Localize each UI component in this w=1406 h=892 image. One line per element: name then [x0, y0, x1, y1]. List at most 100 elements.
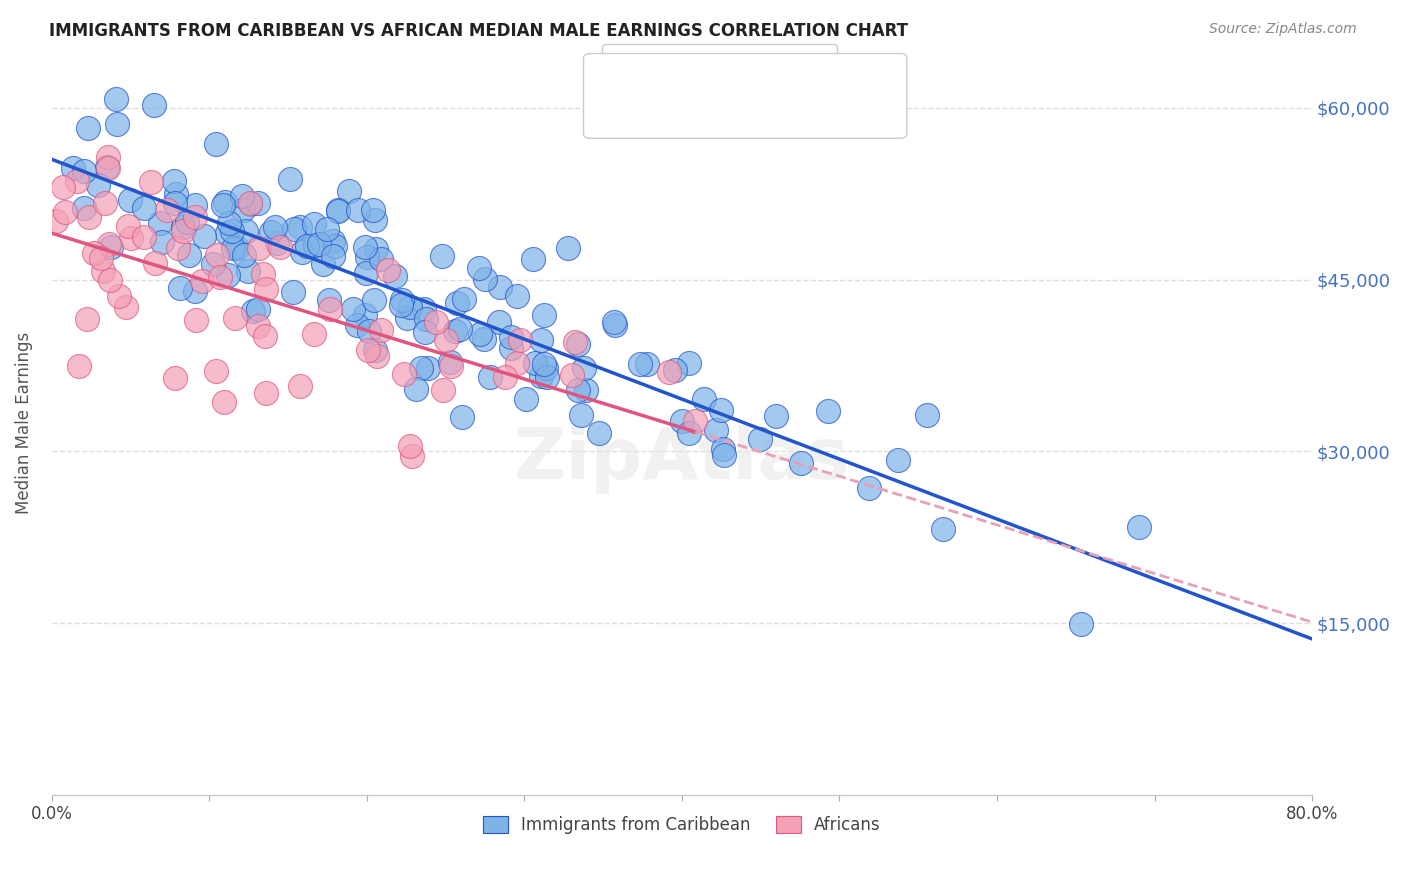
Point: [211, 198, 233, 212]
Point: [172, 224, 194, 238]
Point: [184, 284, 207, 298]
Point: [318, 293, 340, 307]
Point: [132, 201, 155, 215]
Point: [97, 150, 120, 164]
Point: [439, 355, 461, 369]
Point: [232, 202, 254, 217]
Point: [401, 449, 423, 463]
Point: [254, 282, 277, 296]
Point: [246, 196, 269, 211]
Point: [363, 293, 385, 308]
Point: [468, 326, 491, 341]
Point: [105, 117, 128, 131]
Point: [83, 246, 105, 260]
Point: [415, 325, 437, 339]
Point: [215, 226, 238, 240]
Point: [488, 315, 510, 329]
Point: [366, 349, 388, 363]
Point: [247, 241, 270, 255]
Point: [246, 318, 269, 333]
Point: [150, 235, 173, 249]
Point: [346, 318, 368, 332]
Point: [384, 268, 406, 283]
Point: [186, 313, 208, 327]
Point: [536, 370, 558, 384]
Point: [221, 224, 243, 238]
Point: [97, 161, 120, 175]
Point: [77, 210, 100, 224]
Text: Source: ZipAtlas.com: Source: ZipAtlas.com: [1209, 22, 1357, 37]
Point: [636, 358, 658, 372]
Point: [254, 386, 277, 401]
Point: [120, 193, 142, 207]
Point: [411, 360, 433, 375]
Point: [239, 196, 262, 211]
Point: [359, 324, 381, 338]
Point: [489, 280, 512, 294]
Point: [704, 423, 727, 437]
Point: [364, 343, 387, 358]
Point: [193, 229, 215, 244]
Point: [205, 136, 228, 151]
Point: [1128, 520, 1150, 534]
Point: [858, 481, 880, 495]
Point: [322, 249, 344, 263]
Point: [312, 257, 335, 271]
Point: [354, 239, 377, 253]
Point: [405, 382, 427, 396]
Point: [96, 160, 118, 174]
Point: [370, 323, 392, 337]
Point: [139, 175, 162, 189]
Point: [346, 202, 368, 217]
Point: [90, 251, 112, 265]
Point: [297, 238, 319, 252]
Point: [149, 216, 172, 230]
Point: [425, 315, 447, 329]
Point: [179, 248, 201, 262]
Point: [323, 239, 346, 253]
Point: [1070, 616, 1092, 631]
Point: [356, 250, 378, 264]
Point: [628, 357, 651, 371]
Point: [533, 308, 555, 322]
Point: [247, 302, 270, 317]
Point: [451, 409, 474, 424]
Point: [530, 334, 553, 348]
Point: [94, 196, 117, 211]
Point: [515, 392, 537, 406]
Point: [163, 174, 186, 188]
Point: [678, 356, 700, 370]
Point: [156, 202, 179, 217]
Point: [396, 310, 419, 325]
Point: [817, 404, 839, 418]
Point: [322, 235, 344, 249]
Point: [683, 414, 706, 428]
Point: [62, 161, 84, 176]
Point: [474, 271, 496, 285]
Point: [218, 216, 240, 230]
Point: [474, 332, 496, 346]
Point: [66, 174, 89, 188]
Point: [231, 188, 253, 202]
Point: [479, 370, 502, 384]
Point: [205, 248, 228, 262]
Point: [73, 201, 96, 215]
Point: [529, 369, 551, 384]
Point: [318, 301, 340, 316]
Point: [98, 237, 121, 252]
Point: [501, 330, 523, 344]
Point: [226, 241, 249, 255]
Point: [432, 383, 454, 397]
Point: [108, 289, 131, 303]
Point: [214, 195, 236, 210]
Point: [399, 439, 422, 453]
Point: [166, 241, 188, 255]
Point: [415, 311, 437, 326]
Point: [302, 326, 325, 341]
Point: [169, 281, 191, 295]
Point: [765, 409, 787, 423]
Legend: Immigrants from Caribbean, Africans: Immigrants from Caribbean, Africans: [471, 805, 893, 846]
Point: [184, 198, 207, 212]
Point: [522, 252, 544, 267]
Point: [176, 215, 198, 229]
